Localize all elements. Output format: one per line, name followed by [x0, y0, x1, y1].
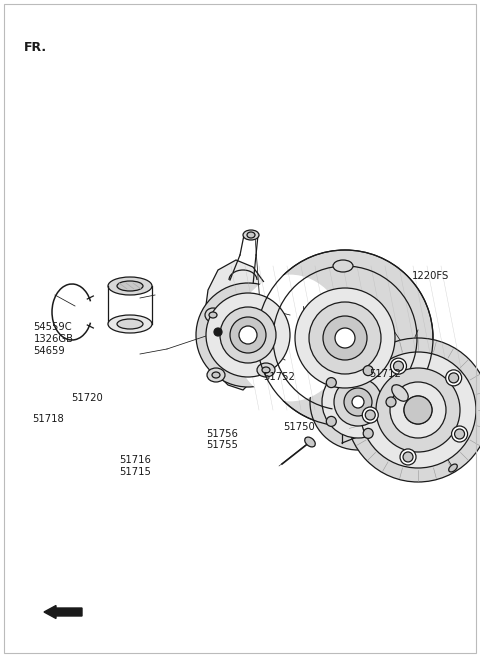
Ellipse shape [209, 312, 217, 318]
Ellipse shape [363, 428, 373, 438]
Text: 51720: 51720 [71, 393, 103, 403]
Ellipse shape [117, 281, 143, 291]
FancyArrow shape [44, 606, 82, 618]
Text: FR.: FR. [24, 41, 47, 54]
Ellipse shape [390, 358, 407, 374]
Ellipse shape [392, 385, 408, 401]
Text: 51755: 51755 [206, 440, 238, 451]
Ellipse shape [262, 367, 270, 373]
Ellipse shape [455, 429, 465, 439]
Ellipse shape [214, 328, 222, 336]
Ellipse shape [309, 302, 381, 374]
Text: 1326GB: 1326GB [34, 334, 73, 344]
Ellipse shape [247, 232, 255, 238]
Ellipse shape [295, 288, 395, 388]
Text: 51752: 51752 [263, 372, 295, 382]
Ellipse shape [333, 260, 353, 272]
Ellipse shape [206, 293, 290, 377]
Ellipse shape [452, 426, 468, 442]
Ellipse shape [386, 397, 396, 407]
Ellipse shape [220, 307, 276, 363]
Ellipse shape [230, 317, 266, 353]
Ellipse shape [412, 404, 424, 416]
Ellipse shape [108, 315, 152, 333]
Ellipse shape [108, 277, 152, 295]
Text: 51712: 51712 [370, 369, 401, 380]
Ellipse shape [362, 407, 378, 423]
Ellipse shape [390, 382, 446, 438]
Ellipse shape [365, 410, 375, 420]
Ellipse shape [376, 368, 460, 452]
Polygon shape [203, 260, 270, 390]
Ellipse shape [445, 370, 462, 386]
Ellipse shape [403, 452, 413, 462]
Text: 51718: 51718 [33, 414, 64, 424]
Ellipse shape [449, 373, 459, 383]
Ellipse shape [400, 449, 416, 465]
Ellipse shape [305, 437, 315, 447]
Ellipse shape [346, 338, 480, 482]
Ellipse shape [239, 326, 257, 344]
Ellipse shape [117, 319, 143, 329]
Ellipse shape [257, 250, 433, 426]
Text: 51715: 51715 [119, 466, 151, 477]
Ellipse shape [310, 354, 406, 450]
Ellipse shape [235, 276, 345, 400]
Ellipse shape [449, 464, 457, 472]
Ellipse shape [404, 396, 432, 424]
Ellipse shape [394, 361, 404, 371]
Ellipse shape [344, 388, 372, 416]
Text: 54659: 54659 [34, 346, 65, 356]
Text: 54559C: 54559C [34, 322, 72, 332]
Text: 51750: 51750 [283, 422, 315, 432]
Ellipse shape [243, 230, 259, 240]
Ellipse shape [352, 396, 364, 408]
Ellipse shape [257, 363, 275, 377]
Ellipse shape [212, 372, 220, 378]
Text: 1220FS: 1220FS [412, 271, 449, 281]
Ellipse shape [326, 378, 336, 388]
Ellipse shape [326, 417, 336, 426]
Text: 51756: 51756 [206, 428, 238, 439]
Ellipse shape [360, 352, 476, 468]
Ellipse shape [207, 368, 225, 382]
Ellipse shape [196, 283, 300, 387]
Ellipse shape [404, 396, 432, 424]
Ellipse shape [323, 316, 367, 360]
Ellipse shape [322, 366, 394, 438]
Ellipse shape [363, 365, 373, 376]
Ellipse shape [334, 378, 382, 426]
Text: 51716: 51716 [119, 455, 151, 465]
Ellipse shape [335, 328, 355, 348]
Ellipse shape [205, 308, 221, 322]
